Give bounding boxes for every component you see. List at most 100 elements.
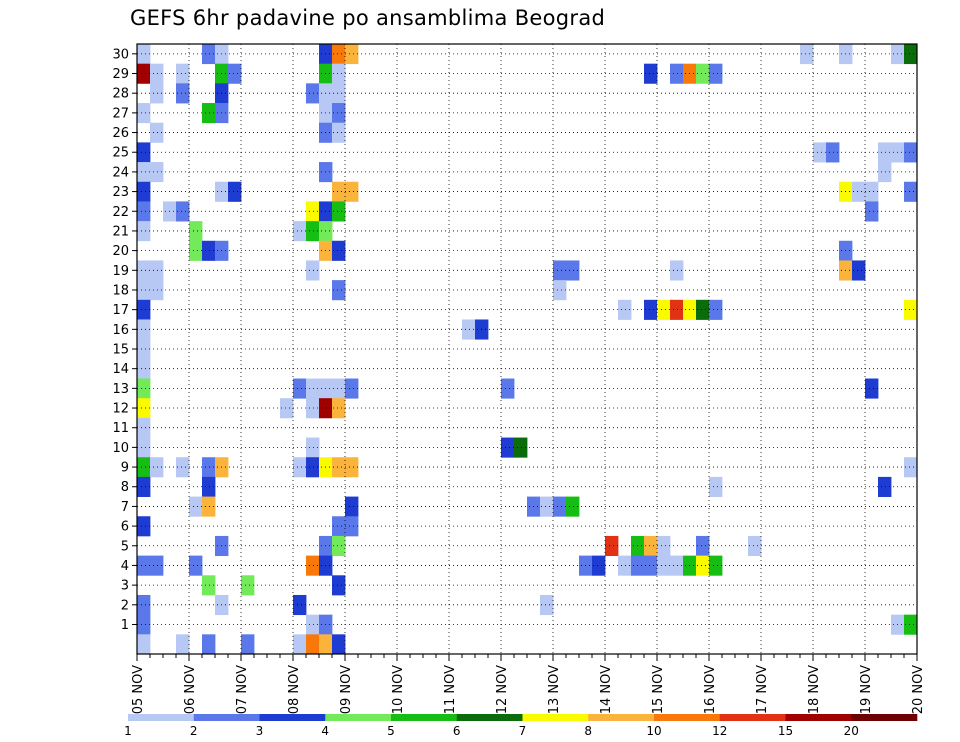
legend-label: 1 bbox=[124, 724, 132, 738]
heatmap-cell bbox=[540, 594, 554, 616]
heatmap-cell bbox=[748, 535, 762, 557]
heatmap-cell bbox=[813, 142, 827, 163]
legend-swatch bbox=[259, 714, 326, 721]
heatmap-cell bbox=[306, 437, 320, 458]
heatmap-cell bbox=[852, 260, 866, 281]
heatmap-cell bbox=[865, 201, 879, 222]
heatmap-cell bbox=[293, 378, 307, 399]
x-tick-label: 15 NOV bbox=[651, 665, 666, 714]
heatmap-cell bbox=[345, 496, 359, 517]
heatmap-cell bbox=[332, 83, 346, 104]
y-tick-label: 17 bbox=[112, 303, 129, 318]
heatmap-cell bbox=[345, 44, 359, 65]
y-tick-label: 28 bbox=[112, 87, 129, 102]
heatmap-cell bbox=[293, 594, 307, 616]
heatmap-cell bbox=[696, 63, 710, 84]
heatmap-cell bbox=[332, 535, 346, 557]
legend-label: 6 bbox=[453, 724, 461, 738]
heatmap-cell bbox=[150, 162, 164, 183]
heatmap-cell bbox=[202, 44, 216, 65]
heatmap-cell bbox=[618, 555, 632, 576]
y-tick-label: 26 bbox=[112, 126, 129, 141]
y-tick-label: 5 bbox=[121, 539, 129, 554]
heatmap-cell bbox=[202, 457, 216, 478]
heatmap-cell bbox=[137, 280, 151, 301]
x-tick-label: 18 NOV bbox=[807, 665, 822, 714]
y-tick-label: 14 bbox=[112, 362, 129, 377]
heatmap-cell bbox=[137, 142, 151, 163]
heatmap-cell bbox=[709, 299, 723, 320]
legend-swatch bbox=[391, 714, 458, 721]
legend-label: 5 bbox=[387, 724, 395, 738]
heatmap-cell bbox=[189, 496, 203, 517]
heatmap-cell bbox=[176, 201, 190, 222]
heatmap-cell bbox=[657, 535, 671, 557]
heatmap-cell bbox=[345, 457, 359, 478]
heatmap-cell bbox=[566, 496, 580, 517]
x-tick-label: 19 NOV bbox=[859, 665, 874, 714]
y-tick-label: 29 bbox=[112, 67, 129, 82]
legend-swatch bbox=[851, 714, 918, 721]
heatmap-cell bbox=[137, 260, 151, 281]
heatmap-cell bbox=[332, 280, 346, 301]
y-tick-label: 22 bbox=[112, 205, 129, 220]
heatmap-cell bbox=[306, 457, 320, 478]
heatmap-cell bbox=[696, 299, 710, 320]
heatmap-cell bbox=[904, 614, 918, 635]
heatmap-cell bbox=[644, 63, 658, 84]
heatmap-cell bbox=[306, 555, 320, 576]
y-tick-label: 19 bbox=[112, 264, 129, 279]
heatmap-cell bbox=[150, 83, 164, 104]
heatmap-cell bbox=[176, 83, 190, 104]
x-tick-label: 12 NOV bbox=[495, 665, 510, 714]
heatmap-cell bbox=[319, 634, 333, 655]
heatmap-cell bbox=[566, 260, 580, 281]
y-tick-label: 12 bbox=[112, 402, 129, 417]
heatmap-cell bbox=[553, 280, 567, 301]
legend-swatch bbox=[785, 714, 852, 721]
heatmap-cell bbox=[137, 319, 151, 340]
y-tick-label: 3 bbox=[121, 579, 129, 594]
heatmap-cell bbox=[137, 181, 151, 202]
heatmap-cell bbox=[514, 437, 528, 458]
x-tick-label: 13 NOV bbox=[547, 665, 562, 714]
y-tick-label: 25 bbox=[112, 146, 129, 161]
heatmap-cell bbox=[202, 476, 216, 497]
heatmap-cell bbox=[306, 221, 320, 242]
x-tick-label: 10 NOV bbox=[391, 665, 406, 714]
heatmap-cell bbox=[176, 63, 190, 84]
heatmap-cell bbox=[696, 535, 710, 557]
heatmap-cell bbox=[176, 634, 190, 655]
heatmap-cell bbox=[202, 634, 216, 655]
y-tick-label: 10 bbox=[112, 441, 129, 456]
heatmap-cell bbox=[553, 260, 567, 281]
legend-swatch bbox=[325, 714, 392, 721]
heatmap-cell bbox=[332, 378, 346, 399]
y-tick-label: 24 bbox=[112, 165, 129, 180]
heatmap-cell bbox=[137, 162, 151, 183]
heatmap-cell bbox=[150, 63, 164, 84]
heatmap-cell bbox=[150, 122, 164, 143]
heatmap-cell bbox=[657, 299, 671, 320]
y-tick-label: 4 bbox=[121, 559, 129, 574]
heatmap-cell bbox=[865, 378, 879, 399]
x-tick-label: 17 NOV bbox=[755, 665, 770, 714]
x-tick-label: 16 NOV bbox=[703, 665, 718, 714]
heatmap-cell bbox=[332, 63, 346, 84]
heatmap-cell bbox=[332, 181, 346, 202]
heatmap-cell bbox=[137, 476, 151, 497]
heatmap-cell bbox=[670, 555, 684, 576]
heatmap-cell bbox=[137, 614, 151, 635]
heatmap-cell bbox=[137, 44, 151, 65]
heatmap-cell bbox=[345, 378, 359, 399]
heatmap-cell bbox=[657, 555, 671, 576]
heatmap-cell bbox=[332, 44, 346, 65]
legend-swatch bbox=[456, 714, 523, 721]
heatmap-cell bbox=[332, 201, 346, 222]
x-tick-label: 20 NOV bbox=[911, 665, 926, 714]
heatmap-cell bbox=[904, 44, 918, 65]
heatmap-cell bbox=[306, 614, 320, 635]
heatmap-cell bbox=[293, 221, 307, 242]
heatmap-cell bbox=[137, 555, 151, 576]
